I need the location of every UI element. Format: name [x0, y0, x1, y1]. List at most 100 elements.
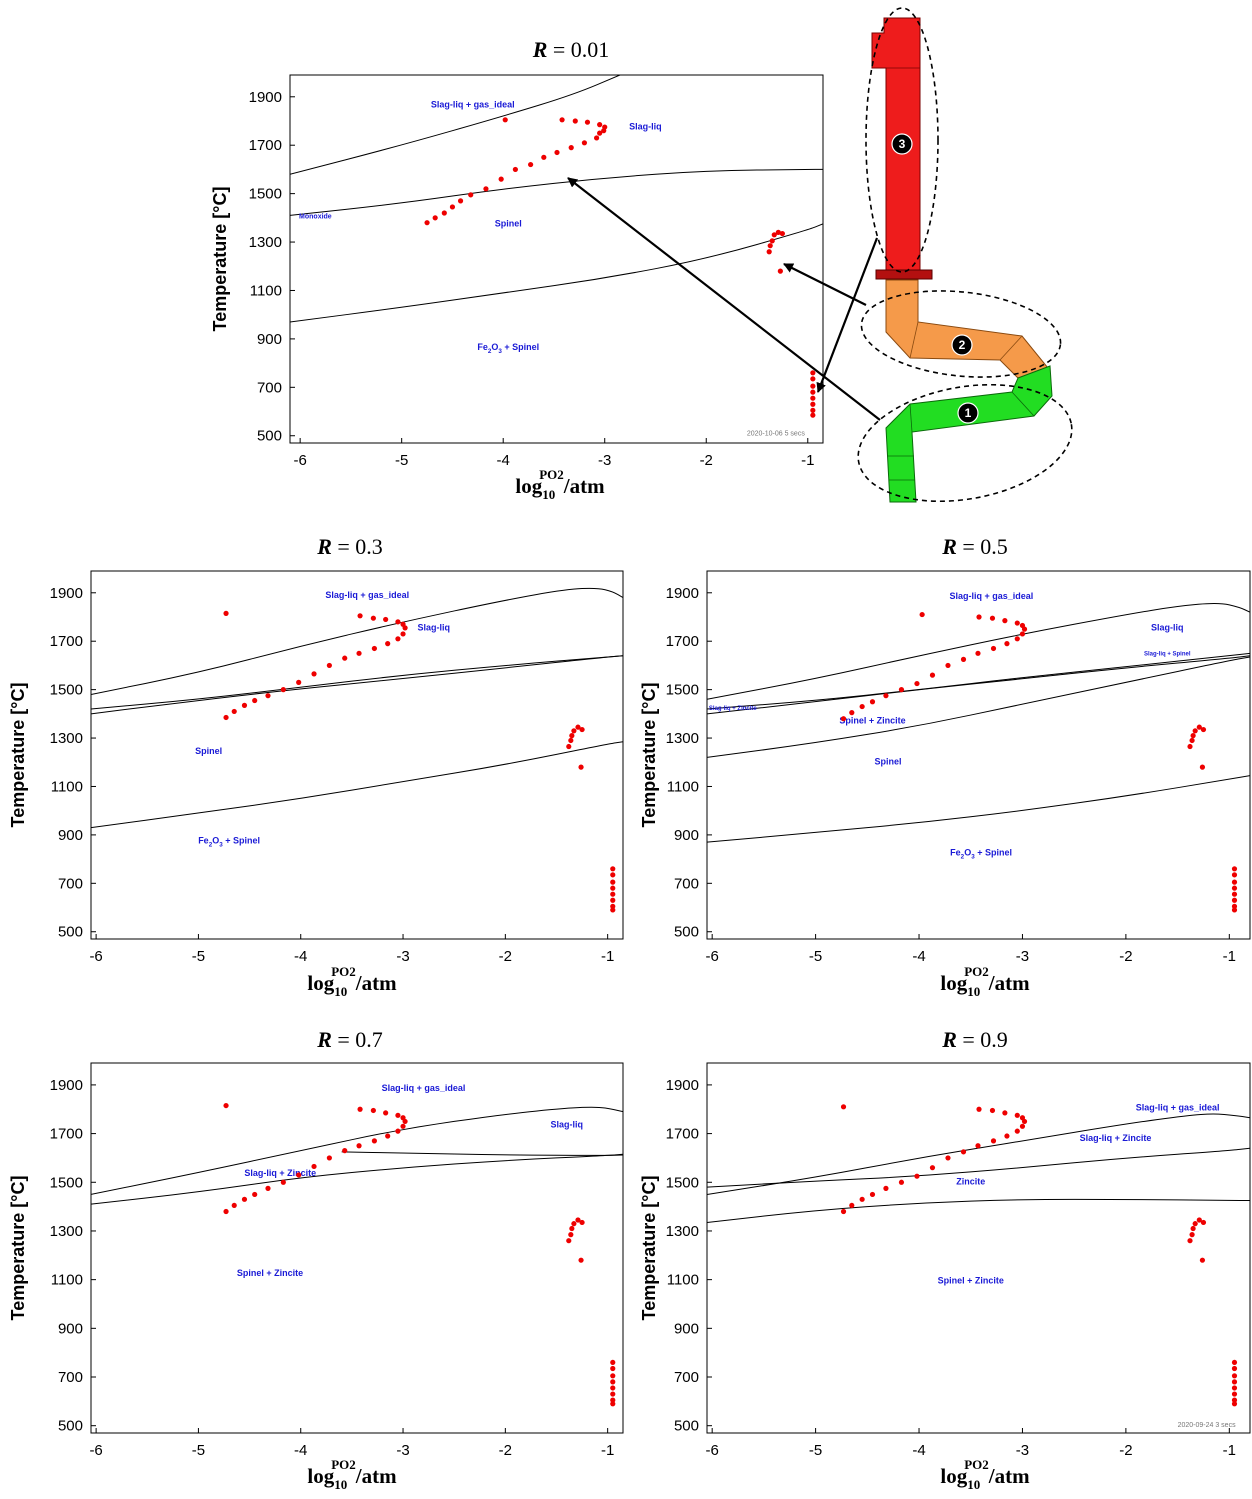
phase-region-label: Slag-liq: [629, 121, 662, 131]
data-point: [610, 1379, 616, 1385]
data-point: [960, 1149, 967, 1155]
data-point: [1190, 1225, 1196, 1232]
data-point: [1231, 872, 1238, 878]
x-tick-label: -3: [1016, 948, 1029, 965]
plot-area: [706, 570, 1251, 940]
phase-boundary-line: [707, 603, 1250, 700]
x-tick-label: -5: [809, 1442, 822, 1459]
phase-region-label: Monoxide: [299, 213, 332, 220]
data-point: [1019, 1123, 1026, 1129]
data-point: [223, 1208, 229, 1215]
data-point: [400, 1123, 406, 1129]
data-point: [869, 1191, 876, 1198]
data-point: [231, 708, 237, 715]
phase-boundary-line: [91, 587, 623, 695]
y-tick-label: 1700: [50, 1126, 83, 1143]
x-tick-label: -6: [89, 1442, 102, 1459]
data-point: [766, 249, 772, 255]
data-point: [223, 610, 229, 616]
plot-area: [289, 74, 824, 444]
y-axis-label: Temperature [°C]: [639, 1176, 659, 1321]
arrow-zone1-to-plot: [567, 177, 881, 421]
phase-boundary-line: [290, 223, 823, 323]
title-value: = 0.5: [957, 534, 1008, 559]
data-point: [960, 656, 967, 662]
data-point: [326, 662, 332, 669]
title-r-symbol: R: [941, 1027, 957, 1052]
data-point: [395, 1128, 401, 1134]
phase-boundary-line: [707, 1113, 1250, 1195]
data-point: [1231, 1391, 1238, 1397]
y-tick-label: 1500: [50, 1174, 83, 1191]
data-point: [395, 619, 401, 625]
phase-region-label: Spinel: [495, 218, 522, 228]
data-point: [610, 1391, 616, 1397]
data-point: [1019, 1115, 1026, 1121]
phase-boundary-line: [290, 75, 621, 175]
y-tick-label: 1300: [666, 1223, 699, 1240]
data-point: [1231, 891, 1238, 897]
y-tick-label: 1300: [50, 1223, 83, 1240]
data-point: [810, 389, 816, 395]
x-tick-label: -4: [912, 1442, 925, 1459]
chart-panel: R = 0.7 1900 1700 1500 1300 1100 900 700 500 -6 -5…: [8, 1027, 624, 1492]
y-tick-label: 500: [674, 1418, 699, 1435]
data-point: [356, 650, 362, 656]
data-point: [976, 1106, 982, 1112]
data-point: [810, 401, 816, 407]
zone-badge: [957, 402, 979, 424]
data-point: [1231, 1397, 1238, 1403]
chart-panel: R = 0.01 1900 1700 1500 1300 1100 900 700 500 -6 -…: [210, 37, 824, 502]
data-point: [385, 1133, 391, 1139]
data-point: [945, 1155, 951, 1161]
phase-boundary-line: [290, 168, 823, 216]
furnace-diagram: 1 2 3: [567, 7, 1073, 503]
y-axis-label: Temperature [°C]: [8, 683, 28, 828]
data-point: [1192, 728, 1198, 734]
data-point: [610, 1397, 616, 1403]
data-point: [371, 645, 377, 652]
data-point: [989, 1107, 996, 1114]
data-point: [579, 726, 585, 733]
arrow-zone3-to-plot: [816, 237, 879, 393]
y-tick-label: 1100: [250, 282, 282, 299]
y-tick-label: 900: [58, 827, 83, 844]
x-axis-label: log10PO2/atm: [515, 467, 605, 502]
data-point: [779, 230, 785, 237]
chart-title: R = 0.7: [316, 1027, 383, 1052]
data-point: [1002, 618, 1008, 624]
data-point: [432, 215, 438, 221]
data-point: [371, 1138, 377, 1144]
plot-area: [706, 1062, 1251, 1434]
x-tick-label: -1: [801, 452, 814, 469]
data-point: [610, 879, 616, 885]
plot-area: [90, 1062, 624, 1434]
data-point: [771, 232, 777, 238]
data-point: [265, 1185, 271, 1191]
phase-boundary-line: [707, 775, 1250, 843]
zone-2-duct: [885, 279, 1049, 379]
data-point: [241, 1196, 248, 1202]
y-tick-label: 1700: [50, 633, 83, 650]
data-point: [610, 897, 616, 903]
data-point: [1189, 1232, 1195, 1238]
data-point: [395, 636, 401, 642]
data-point: [566, 1238, 572, 1244]
data-point: [1231, 1401, 1238, 1407]
data-point: [498, 176, 504, 182]
data-point: [568, 737, 574, 744]
data-point: [990, 1138, 997, 1144]
data-point: [976, 614, 982, 620]
phase-region-label: Spinel + Zincite: [237, 1268, 303, 1278]
phase-boundary-line: [707, 1198, 1250, 1223]
chart-panel: R = 0.3 1900 1700 1500 1300 1100 900 700 500 -6 -5…: [8, 534, 624, 999]
data-point: [569, 733, 575, 739]
data-point: [575, 1217, 581, 1223]
data-point: [1231, 1385, 1238, 1391]
data-point: [767, 243, 773, 249]
y-tick-label: 1700: [249, 137, 282, 154]
data-point: [840, 1104, 847, 1110]
zone-3-outline: [865, 7, 939, 273]
data-point: [1014, 620, 1020, 626]
